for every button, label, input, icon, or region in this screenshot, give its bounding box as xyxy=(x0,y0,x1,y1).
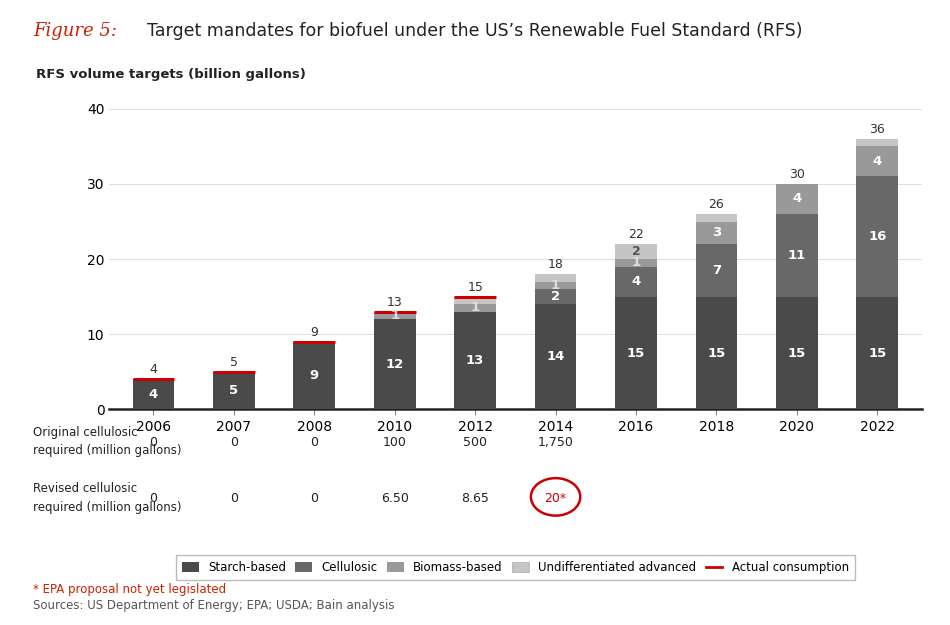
Text: 0: 0 xyxy=(230,436,238,449)
Text: 15: 15 xyxy=(467,281,484,294)
Text: RFS volume targets (billion gallons): RFS volume targets (billion gallons) xyxy=(36,68,306,81)
Text: 36: 36 xyxy=(869,123,885,136)
Text: 1: 1 xyxy=(470,301,480,314)
Text: 26: 26 xyxy=(709,198,724,211)
Text: Revised cellulosic
required (million gallons): Revised cellulosic required (million gal… xyxy=(33,482,181,514)
Bar xyxy=(695,214,737,221)
Bar xyxy=(454,312,496,409)
Text: 1,750: 1,750 xyxy=(538,436,574,449)
Text: 20*: 20* xyxy=(544,492,566,506)
Text: 5: 5 xyxy=(229,384,238,397)
Text: Original cellulosic
required (million gallons): Original cellulosic required (million ga… xyxy=(33,426,181,458)
Legend: Starch-based, Cellulosic, Biomass-based, Undifferentiated advanced, Actual consu: Starch-based, Cellulosic, Biomass-based,… xyxy=(176,556,855,580)
Bar xyxy=(856,146,898,176)
Bar xyxy=(615,244,656,259)
Text: 7: 7 xyxy=(712,264,721,277)
Text: 15: 15 xyxy=(708,346,726,359)
Text: 0: 0 xyxy=(311,492,318,506)
Bar xyxy=(776,297,818,409)
Text: 5: 5 xyxy=(230,356,238,369)
Text: 0: 0 xyxy=(149,436,158,449)
Text: 22: 22 xyxy=(628,228,644,241)
Text: 9: 9 xyxy=(310,369,319,382)
Bar xyxy=(535,274,577,282)
Text: 15: 15 xyxy=(627,346,645,359)
Bar xyxy=(294,342,335,409)
Bar xyxy=(776,184,818,214)
Bar xyxy=(374,319,416,409)
Bar xyxy=(535,289,577,304)
Text: 4: 4 xyxy=(149,363,158,376)
Text: 0: 0 xyxy=(311,436,318,449)
Text: 13: 13 xyxy=(387,296,403,309)
Bar xyxy=(374,312,416,319)
Text: 1: 1 xyxy=(632,256,640,269)
Text: 500: 500 xyxy=(464,436,487,449)
Bar xyxy=(615,297,656,409)
Text: 13: 13 xyxy=(466,354,484,367)
Bar xyxy=(133,379,175,409)
Text: 18: 18 xyxy=(547,258,563,271)
Text: 4: 4 xyxy=(792,192,802,206)
Text: 14: 14 xyxy=(546,350,564,363)
Text: 6.50: 6.50 xyxy=(381,492,408,506)
Bar xyxy=(856,139,898,146)
Bar xyxy=(615,267,656,297)
Bar xyxy=(695,221,737,244)
Text: 15: 15 xyxy=(788,346,806,359)
Text: 16: 16 xyxy=(868,230,886,243)
Text: 4: 4 xyxy=(873,155,882,168)
Text: 1: 1 xyxy=(551,279,560,292)
Text: 2: 2 xyxy=(551,290,560,303)
Bar xyxy=(535,304,577,409)
Bar xyxy=(776,214,818,297)
Bar xyxy=(615,259,656,267)
Text: Target mandates for biofuel under the US’s Renewable Fuel Standard (RFS): Target mandates for biofuel under the US… xyxy=(147,22,803,40)
Text: 4: 4 xyxy=(632,275,640,288)
Text: 12: 12 xyxy=(386,357,404,371)
Text: 9: 9 xyxy=(311,326,318,339)
Text: 1: 1 xyxy=(390,309,399,322)
Text: 8.65: 8.65 xyxy=(462,492,489,506)
Bar xyxy=(535,282,577,289)
Text: 100: 100 xyxy=(383,436,407,449)
Text: * EPA proposal not yet legislated: * EPA proposal not yet legislated xyxy=(33,582,226,596)
Text: 3: 3 xyxy=(712,226,721,239)
Bar xyxy=(695,297,737,409)
Text: 0: 0 xyxy=(149,492,158,506)
Bar xyxy=(454,304,496,312)
Text: 11: 11 xyxy=(788,249,806,262)
Text: 15: 15 xyxy=(868,346,886,359)
Text: Sources: US Department of Energy; EPA; USDA; Bain analysis: Sources: US Department of Energy; EPA; U… xyxy=(33,599,395,612)
Text: 30: 30 xyxy=(788,168,805,181)
Text: Figure 5:: Figure 5: xyxy=(33,22,117,40)
Bar xyxy=(856,297,898,409)
Bar xyxy=(454,297,496,304)
Bar xyxy=(856,176,898,297)
Text: 0: 0 xyxy=(230,492,238,506)
Bar xyxy=(213,372,255,409)
Bar xyxy=(695,244,737,297)
Text: 2: 2 xyxy=(632,245,640,258)
Text: 4: 4 xyxy=(149,388,158,401)
